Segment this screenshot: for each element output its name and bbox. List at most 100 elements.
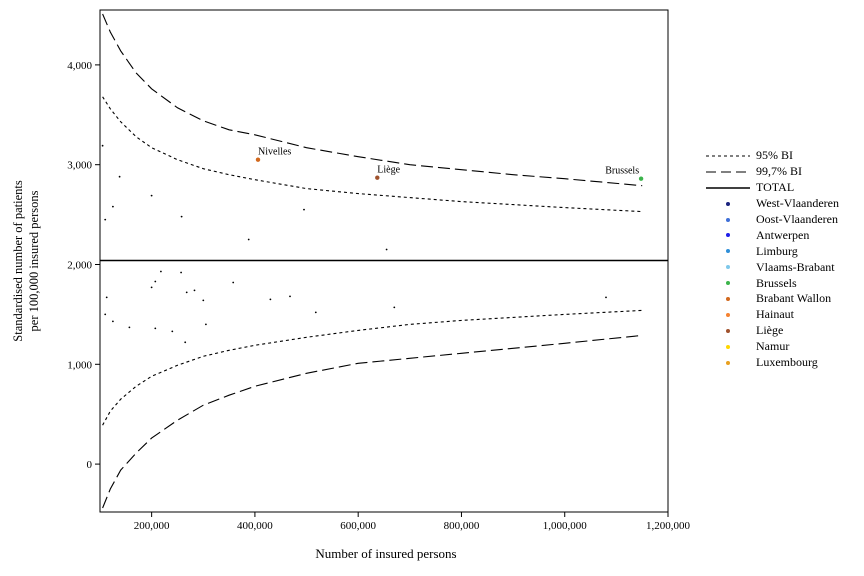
legend-key — [700, 278, 756, 288]
data-point — [184, 341, 187, 344]
legend-item: Luxembourg — [700, 355, 839, 371]
legend-label: Hainaut — [756, 307, 794, 322]
data-point — [104, 218, 107, 221]
data-point — [289, 295, 291, 298]
ci95-upper-curve — [102, 96, 643, 213]
legend-key — [700, 294, 756, 304]
data-point — [101, 144, 104, 147]
x-tick-label: 1,000,000 — [543, 520, 588, 532]
legend-key — [700, 167, 756, 177]
data-point — [255, 157, 261, 162]
data-point — [105, 296, 108, 299]
data-point — [303, 208, 305, 211]
x-axis-label: Number of insured persons — [315, 546, 456, 561]
legend-key — [700, 230, 756, 240]
data-points — [101, 144, 644, 344]
data-point — [393, 306, 396, 309]
data-point — [202, 299, 205, 302]
data-point — [205, 323, 207, 326]
data-point — [154, 280, 157, 283]
point-label: Nivelles — [258, 147, 291, 158]
data-point — [150, 286, 153, 289]
ci95-lower-curve — [102, 309, 643, 426]
legend-label: Vlaams-Brabant — [756, 259, 835, 274]
legend-item: Limburg — [700, 243, 839, 259]
legend-item: Brussels — [700, 275, 839, 291]
point-label: Liège — [377, 165, 400, 176]
legend-item: Liège — [700, 323, 839, 339]
legend-label: Namur — [756, 339, 790, 354]
data-point — [638, 176, 644, 181]
data-point — [185, 291, 188, 294]
ci997-lower-curve — [102, 334, 643, 509]
y-tick-label: 2,000 — [67, 259, 92, 271]
data-point — [171, 330, 174, 333]
data-point — [180, 215, 183, 218]
legend-label: West-Vlaanderen — [756, 196, 839, 211]
data-point — [385, 248, 388, 251]
legend-key — [700, 326, 756, 336]
data-point — [128, 326, 131, 329]
ci997-upper-curve — [102, 13, 643, 187]
data-point — [247, 238, 250, 241]
x-axis: 200,000 400,000 600,000 800,000 1,000,000 1,2… — [134, 512, 691, 532]
legend-item: Namur — [700, 339, 839, 355]
x-tick-label: 800,000 — [444, 520, 480, 532]
x-tick-label: 400,000 — [237, 520, 273, 532]
legend-label: Brabant Wallon — [756, 291, 832, 306]
data-point — [193, 289, 196, 292]
data-point — [154, 327, 157, 330]
data-point — [112, 205, 114, 208]
y-axis-label-line2: per 100,000 insured persons — [27, 190, 41, 331]
data-point — [269, 298, 272, 301]
legend-item: Oost-Vlaanderen — [700, 212, 839, 228]
legend-key — [700, 358, 756, 368]
confidence-bands — [102, 13, 643, 509]
data-point — [232, 281, 235, 284]
legend-item: 99,7% BI — [700, 164, 839, 180]
data-point — [180, 271, 183, 274]
legend-item: Vlaams-Brabant — [700, 259, 839, 275]
y-tick-label: 4,000 — [67, 60, 92, 72]
data-point — [150, 194, 153, 197]
legend-key — [700, 215, 756, 225]
legend-item: Hainaut — [700, 307, 839, 323]
legend-key — [700, 310, 756, 320]
data-point — [605, 296, 607, 299]
data-point — [160, 270, 162, 273]
legend-label: 99,7% BI — [756, 164, 802, 179]
legend-key — [700, 246, 756, 256]
data-point — [314, 311, 317, 314]
data-point — [118, 175, 121, 178]
legend-key — [700, 151, 756, 161]
legend-label: Liège — [756, 323, 784, 338]
point-label: Brussels — [605, 166, 639, 177]
legend-item: 95% BI — [700, 148, 839, 164]
y-axis: 0 1,000 2,000 3,000 4,000 — [67, 60, 100, 471]
legend-label: Luxembourg — [756, 355, 818, 370]
legend-key — [700, 342, 756, 352]
y-tick-label: 3,000 — [67, 160, 92, 172]
legend-key — [700, 183, 756, 193]
y-tick-label: 0 — [87, 459, 93, 471]
legend-label: TOTAL — [756, 180, 795, 195]
data-point — [375, 175, 380, 180]
data-point — [112, 320, 114, 323]
legend-item: West-Vlaanderen — [700, 196, 839, 212]
legend-label: Antwerpen — [756, 227, 810, 242]
legend-label: 95% BI — [756, 148, 793, 163]
legend-key — [700, 262, 756, 272]
y-axis-label-line1: Standardised number of patients — [11, 180, 25, 342]
legend-label: Limburg — [756, 243, 798, 258]
legend-item: Antwerpen — [700, 227, 839, 243]
legend-label: Brussels — [756, 275, 797, 290]
legend-key — [700, 199, 756, 209]
point-labels: Nivelles Liège Brussels — [258, 147, 639, 177]
x-tick-label: 600,000 — [340, 520, 376, 532]
legend: 95% BI 99,7% BI TOTAL West-Vlaanderen Oost-V… — [700, 148, 839, 370]
y-tick-label: 1,000 — [67, 359, 92, 371]
legend-label: Oost-Vlaanderen — [756, 212, 838, 226]
legend-item: TOTAL — [700, 180, 839, 196]
x-tick-label: 1,200,000 — [646, 520, 691, 532]
